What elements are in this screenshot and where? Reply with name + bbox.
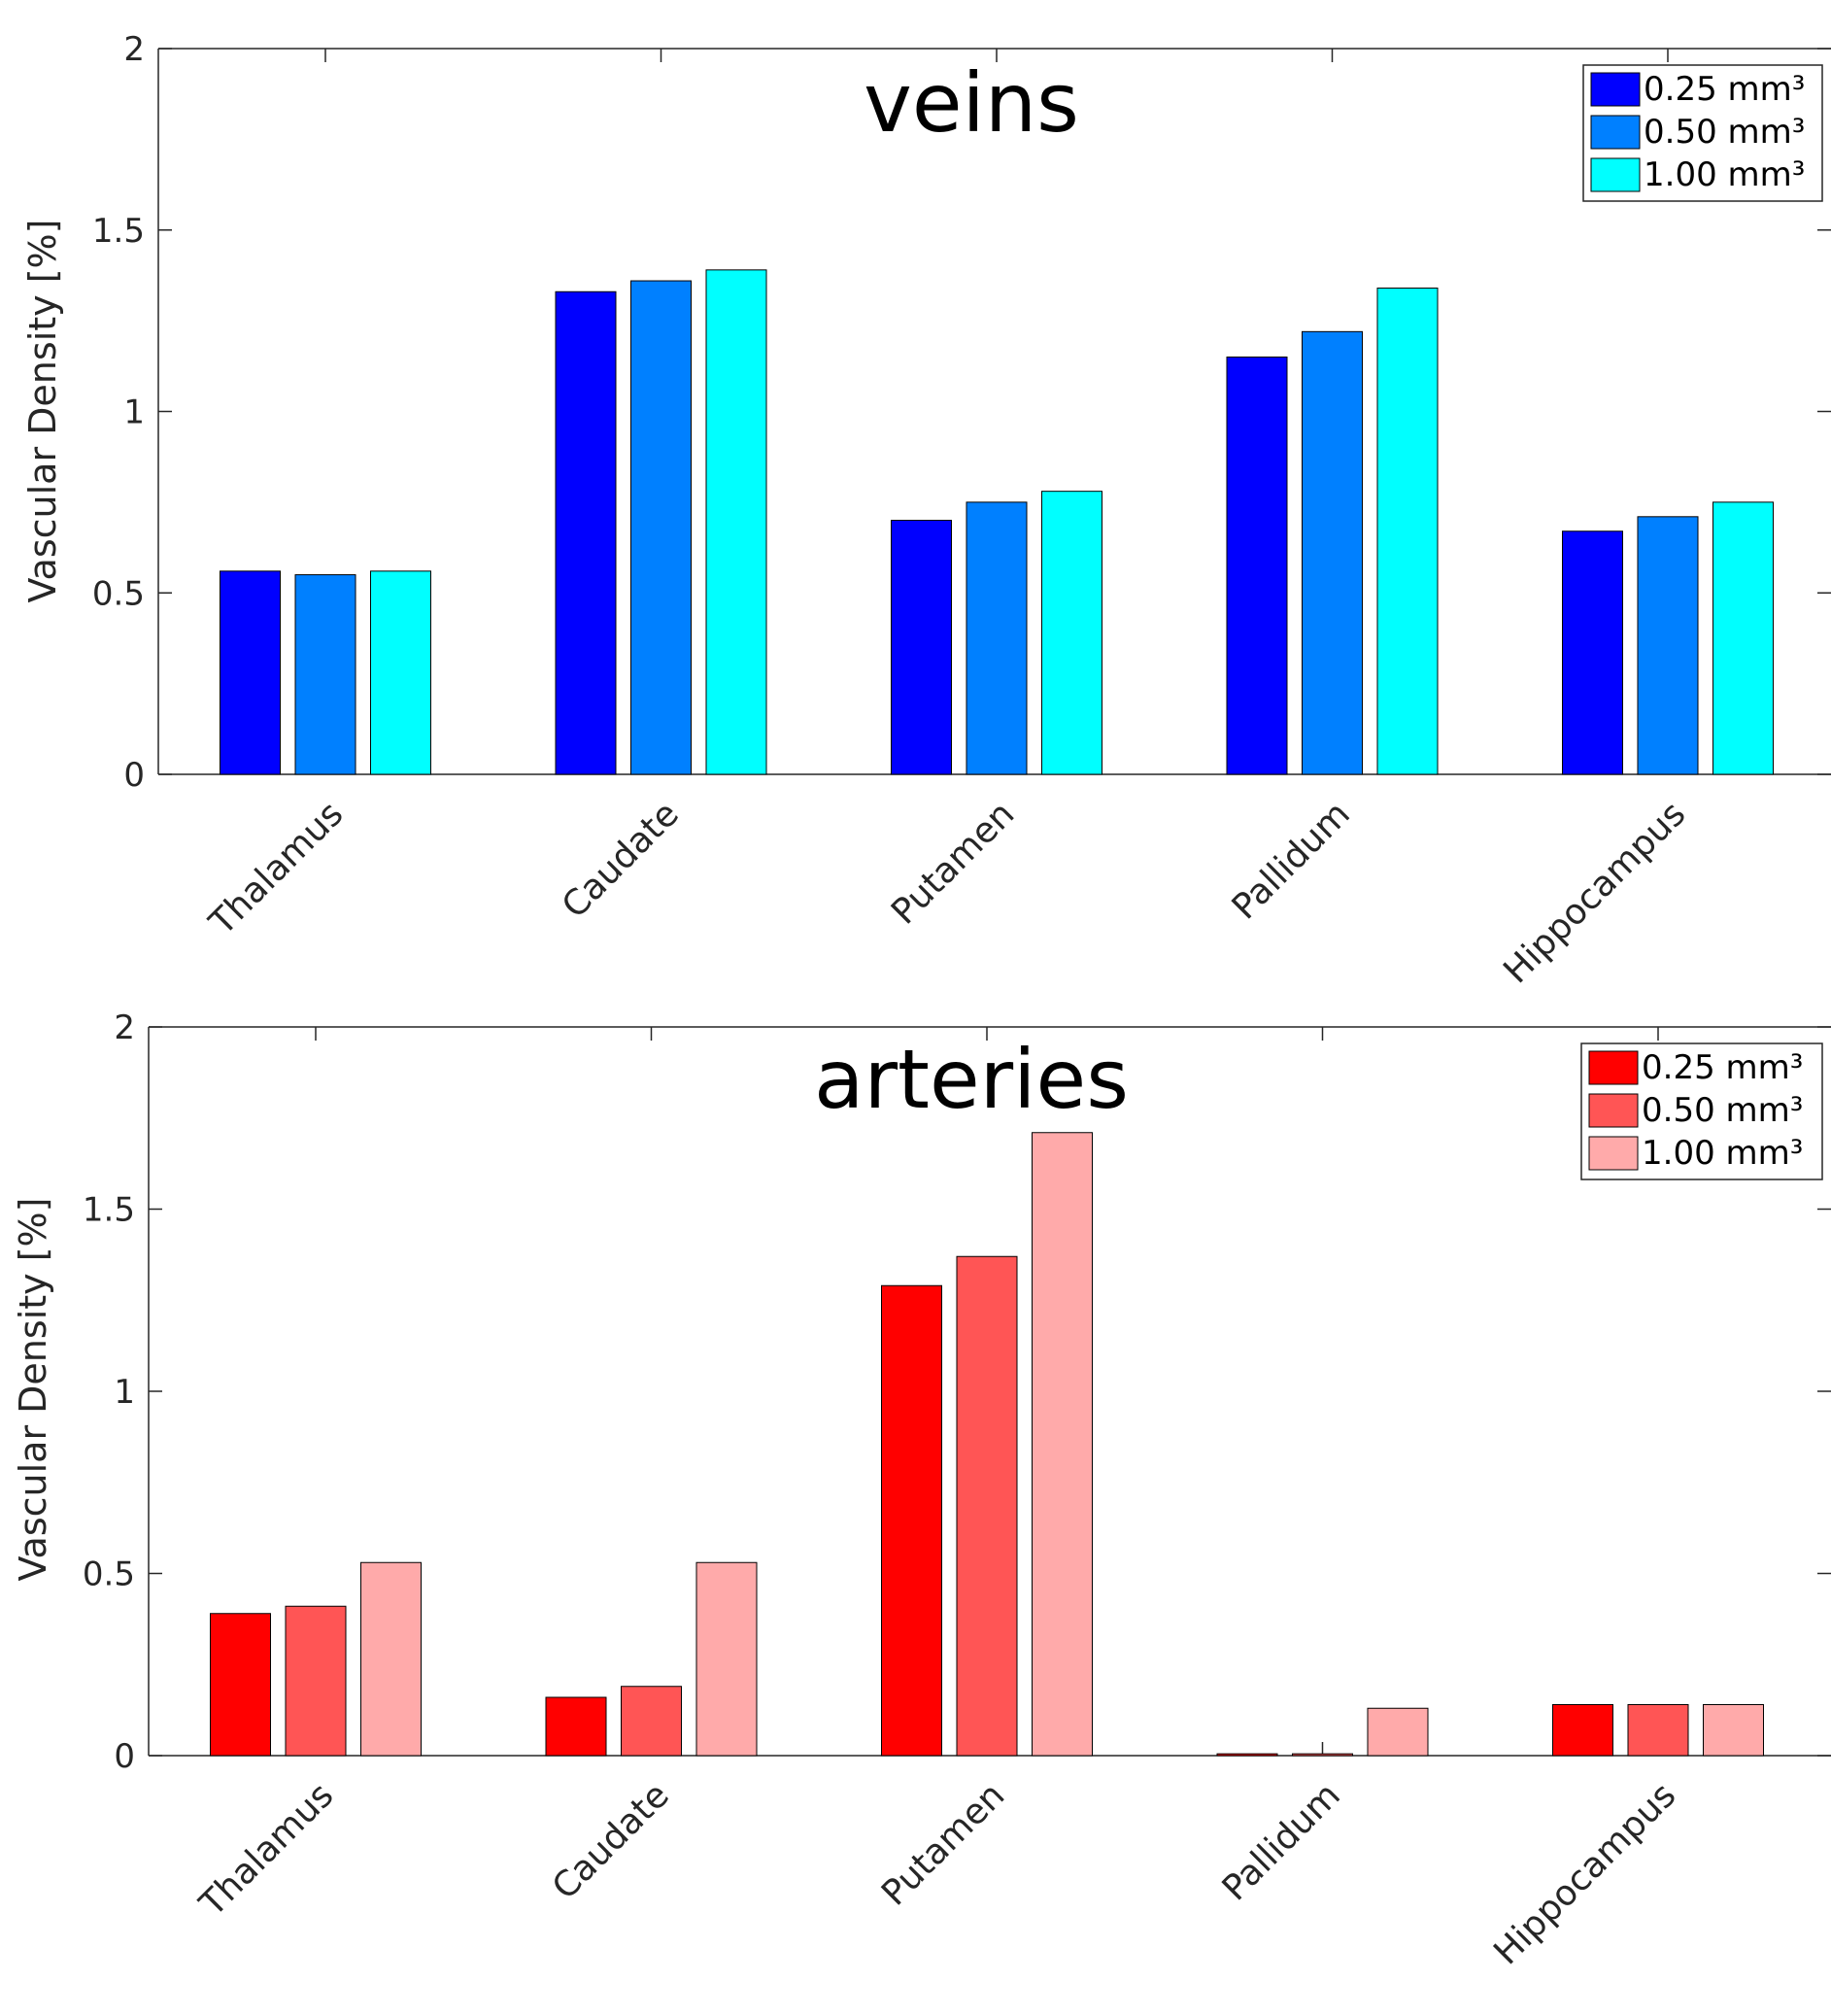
y-tick-label: 2 — [114, 1008, 135, 1047]
y-tick-label: 0 — [114, 1737, 135, 1776]
y-tick-label: 0.5 — [83, 1555, 135, 1594]
bar-hippocampus-2 — [1637, 516, 1699, 775]
x-tick-label-caudate: Caudate — [555, 794, 687, 926]
legend-label: 1.00 mm³ — [1644, 155, 1805, 194]
chart-panel-arteries: 0 0.5 1 1.5 2 Thalamus Caudate Putamen Pallidum H… — [12, 1008, 1831, 1972]
bar-thalamus-1 — [220, 570, 281, 775]
legend-swatch — [1590, 115, 1641, 150]
legend-label: 0.25 mm³ — [1642, 1048, 1803, 1087]
x-tick-label-thalamus: Thalamus — [192, 1775, 342, 1925]
y-tick-label: 1 — [123, 393, 145, 432]
bar-hippocampus-1 — [1552, 1704, 1613, 1757]
bar-caudate-2 — [621, 1686, 682, 1757]
x-tick-label-hippocampus: Hippocampus — [1486, 1775, 1683, 1972]
legend: 0.25 mm³ 0.50 mm³ 1.00 mm³ — [1580, 1042, 1823, 1180]
x-tick-label-putamen: Putamen — [874, 1775, 1012, 1913]
legend-label: 0.50 mm³ — [1644, 113, 1805, 152]
bar-caudate-3 — [695, 1561, 758, 1757]
legend-swatch — [1588, 1093, 1639, 1128]
bar-thalamus-2 — [294, 574, 356, 775]
bar-pallidum-1 — [1226, 356, 1288, 775]
bar-putamen-1 — [881, 1284, 942, 1757]
y-axis-label: Vascular Density [%] — [12, 1198, 54, 1582]
chart-title: arteries — [814, 1032, 1129, 1127]
bar-pallidum-3 — [1376, 288, 1439, 775]
bar-pallidum-2 — [1292, 1753, 1353, 1757]
chart-title: veins — [864, 55, 1079, 151]
y-tick-label: 1 — [114, 1373, 135, 1412]
chart-panel-veins: 0 0.5 1 1.5 2 Thalamus Caudate Putamen Pallidum H… — [21, 30, 1831, 991]
bar-thalamus-1 — [210, 1613, 271, 1757]
bar-pallidum-3 — [1367, 1707, 1429, 1757]
bar-putamen-2 — [966, 501, 1028, 775]
bar-caudate-2 — [630, 280, 692, 775]
legend-swatch — [1590, 72, 1641, 107]
bar-putamen-3 — [1032, 1132, 1093, 1757]
legend-swatch — [1588, 1050, 1639, 1085]
x-tick-label-pallidum: Pallidum — [1225, 794, 1358, 927]
y-tick-label: 1.5 — [92, 212, 145, 251]
bar-putamen-2 — [956, 1255, 1018, 1757]
y-tick-label: 0.5 — [92, 574, 145, 613]
bar-putamen-3 — [1041, 491, 1102, 775]
bar-thalamus-3 — [370, 570, 431, 775]
bar-hippocampus-2 — [1627, 1704, 1689, 1757]
bar-hippocampus-3 — [1703, 1704, 1764, 1757]
y-tick-label: 1.5 — [83, 1191, 135, 1230]
bar-caudate-1 — [545, 1696, 607, 1757]
x-tick-label-hippocampus: Hippocampus — [1496, 794, 1693, 991]
x-tick-label-caudate: Caudate — [545, 1775, 677, 1907]
bar-caudate-1 — [555, 290, 617, 775]
bar-putamen-1 — [891, 520, 952, 775]
legend-swatch — [1590, 157, 1641, 192]
legend-label: 1.00 mm³ — [1642, 1134, 1803, 1173]
bar-pallidum-1 — [1216, 1753, 1278, 1757]
legend-label: 0.50 mm³ — [1642, 1091, 1803, 1130]
legend-swatch — [1588, 1136, 1639, 1171]
y-axis-label: Vascular Density [%] — [21, 220, 64, 603]
x-tick-label-pallidum: Pallidum — [1215, 1775, 1348, 1908]
y-tick-label: 2 — [123, 30, 145, 69]
bar-thalamus-2 — [285, 1605, 347, 1757]
bar-pallidum-2 — [1302, 330, 1363, 775]
y-tick-label: 0 — [123, 756, 145, 795]
bar-hippocampus-3 — [1712, 501, 1774, 775]
x-tick-label-putamen: Putamen — [884, 794, 1022, 932]
legend-label: 0.25 mm³ — [1644, 70, 1805, 109]
bar-caudate-3 — [705, 269, 767, 775]
x-tick-label-thalamus: Thalamus — [202, 794, 352, 943]
bar-thalamus-3 — [360, 1561, 422, 1757]
bar-hippocampus-1 — [1562, 530, 1623, 775]
